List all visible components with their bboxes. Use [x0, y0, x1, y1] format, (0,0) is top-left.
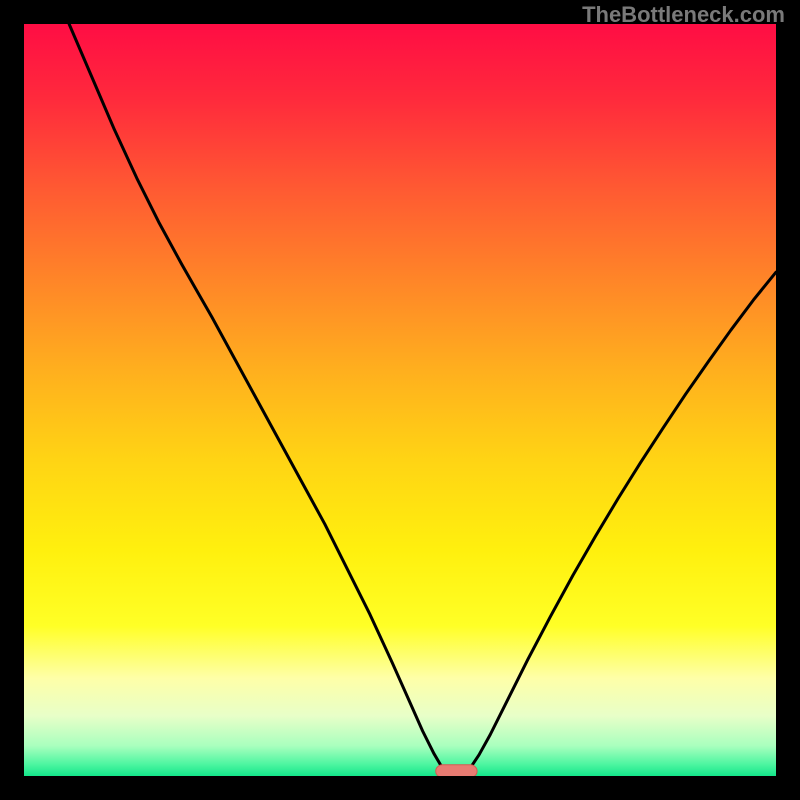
plot-area [24, 24, 776, 776]
chart-frame: TheBottleneck.com [0, 0, 800, 800]
watermark-text: TheBottleneck.com [582, 2, 785, 28]
